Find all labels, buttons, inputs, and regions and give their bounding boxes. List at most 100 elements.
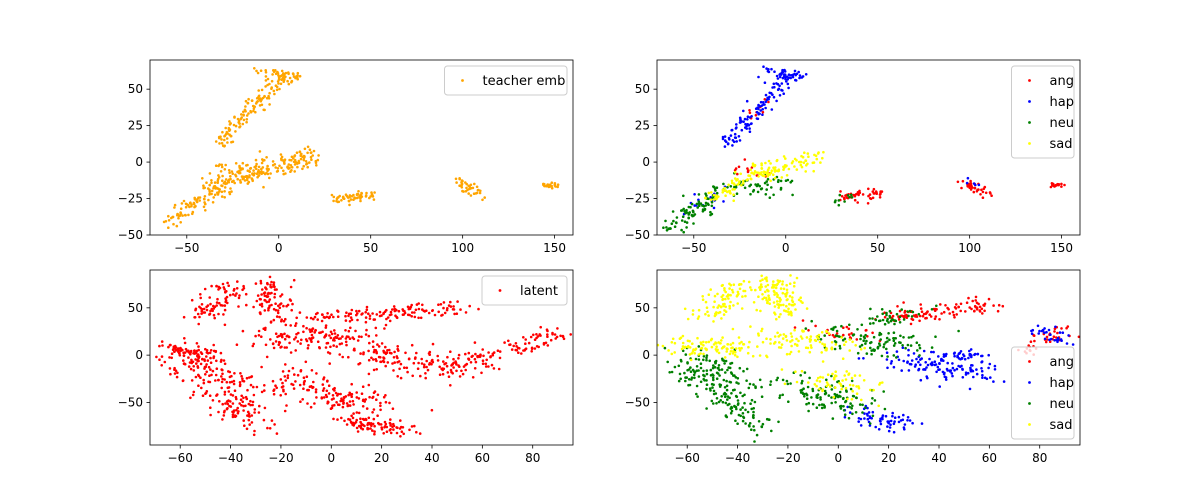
axes-frame [149, 269, 574, 446]
point-neu [679, 358, 683, 362]
point-sad [772, 342, 776, 345]
point-neu [838, 347, 842, 350]
point-sad [763, 277, 767, 280]
point-neu [750, 428, 753, 432]
point-latent [378, 310, 382, 314]
point-neu [849, 387, 853, 391]
point-latent [280, 345, 283, 349]
point-latent [406, 313, 410, 317]
point-latent [192, 390, 196, 394]
point-hap [766, 69, 770, 73]
point-sad [683, 346, 686, 349]
point-hap [942, 359, 945, 363]
point-hap [870, 417, 873, 420]
point-latent [182, 362, 186, 366]
point-sad [748, 340, 751, 344]
point-latent [445, 364, 449, 368]
point-latent [364, 333, 368, 336]
point-neu [734, 405, 738, 409]
point-teacher-emb [225, 137, 229, 140]
point-sad [709, 198, 713, 202]
point-latent [203, 367, 206, 370]
point-latent [230, 380, 234, 384]
point-sad [827, 332, 831, 335]
point-hap [895, 350, 899, 353]
point-neu [715, 191, 719, 195]
point-sad [786, 298, 789, 301]
point-latent [262, 418, 266, 422]
point-sad [724, 194, 727, 197]
point-hap [874, 425, 877, 429]
point-ang [979, 193, 982, 196]
point-sad [872, 388, 875, 392]
point-sad [681, 341, 685, 345]
point-neu [805, 402, 808, 406]
point-latent [239, 372, 242, 375]
point-latent [218, 301, 221, 305]
point-latent [491, 354, 495, 357]
point-latent [336, 334, 340, 337]
point-teacher-emb [231, 172, 234, 175]
point-neu [885, 347, 888, 351]
point-neu [848, 323, 851, 327]
point-teacher-emb [228, 120, 231, 123]
point-latent [259, 281, 263, 285]
point-ang [902, 301, 905, 304]
point-latent [330, 332, 334, 336]
point-latent [385, 351, 389, 355]
point-ang [1063, 183, 1066, 187]
point-sad [779, 313, 782, 316]
point-neu [710, 204, 714, 208]
point-latent [294, 349, 298, 352]
point-teacher-emb [280, 166, 283, 170]
point-hap [732, 140, 736, 144]
point-hap [756, 117, 760, 121]
point-latent [375, 398, 378, 402]
point-sad [750, 288, 753, 292]
point-hap [886, 425, 889, 428]
point-sad [770, 169, 774, 172]
point-hap [881, 416, 884, 419]
point-latent [372, 350, 376, 354]
point-latent [282, 319, 286, 323]
x-tick-label: 0 [275, 241, 283, 255]
point-latent [425, 359, 429, 363]
point-latent [283, 332, 286, 336]
point-neu [874, 318, 878, 322]
point-latent [295, 316, 299, 320]
point-ang [1077, 335, 1081, 339]
point-neu [848, 196, 851, 199]
point-sad [712, 320, 715, 323]
point-teacher-emb [202, 205, 206, 209]
point-hap [973, 353, 976, 357]
point-hap [968, 352, 971, 356]
point-hap [1049, 337, 1053, 341]
point-sad [733, 170, 737, 174]
point-latent [181, 379, 185, 382]
point-latent [173, 366, 176, 370]
point-neu [736, 403, 740, 406]
point-sad [833, 376, 836, 380]
point-neu [810, 396, 813, 399]
point-latent [223, 308, 227, 312]
point-sad [854, 344, 857, 347]
point-latent [391, 407, 395, 411]
point-sad [728, 352, 732, 356]
point-neu [723, 386, 727, 389]
point-ang [918, 314, 922, 318]
point-latent [348, 320, 352, 323]
point-sad [801, 329, 804, 332]
point-latent [396, 375, 400, 378]
point-teacher-emb [259, 99, 263, 103]
point-teacher-emb [269, 172, 272, 175]
point-teacher-emb [464, 190, 468, 193]
point-ang [975, 190, 979, 193]
point-neu [754, 386, 757, 390]
point-teacher-emb [178, 214, 182, 217]
point-teacher-emb [184, 205, 188, 209]
point-neu [748, 382, 752, 386]
point-teacher-emb [306, 145, 310, 149]
point-latent [357, 335, 361, 338]
point-ang [1053, 330, 1056, 333]
point-teacher-emb [288, 158, 291, 162]
